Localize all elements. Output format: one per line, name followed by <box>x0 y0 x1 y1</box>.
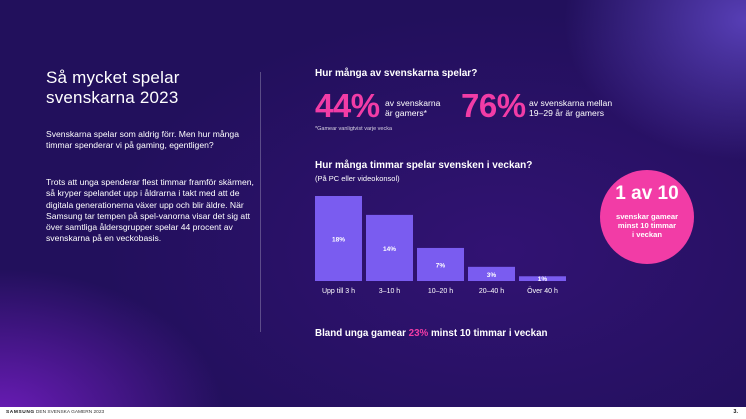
vertical-divider <box>260 72 261 332</box>
bar-value-label-3: 7% <box>436 262 446 269</box>
stat1-desc-line2: är gamers* <box>385 108 428 118</box>
category-label-5: Över 40 h <box>527 287 558 295</box>
badge-line3: i veckan <box>632 230 662 239</box>
page-title: Så mycket spelar svenskarna 2023 <box>46 68 180 107</box>
body-text: Trots att unga spenderar flest timmar fr… <box>46 177 254 244</box>
bottom-statement: Bland unga gamear 23% minst 10 timmar i … <box>315 328 548 339</box>
bar-value-label-1: 18% <box>332 237 345 244</box>
hours-subquestion: (På PC eller videokonsol) <box>315 174 400 183</box>
bar-value-label-4: 3% <box>487 272 497 279</box>
stat2-desc-line1: av svenskarna mellan <box>529 98 613 108</box>
badge-headline: 1 av 10 <box>615 183 679 204</box>
intro-text: Svenskarna spelar som aldrig förr. Men h… <box>46 129 239 151</box>
footer-document-title: · DEN SVENSKA GAMERN 2023 <box>33 410 105 415</box>
stat1-desc-line1: av svenskarna <box>385 98 441 108</box>
one-in-ten-badge: 1 av 10 svenskar gamear minst 10 timmar … <box>600 170 694 264</box>
footer-brand-logo: SAMSUNG <box>6 410 35 415</box>
footer-bar <box>0 407 746 419</box>
bottom-statement-after: minst 10 timmar i veckan <box>428 328 548 339</box>
hours-bar-chart: 18% Upp till 3 h 14% 3–10 h 7% 10–20 h 3% 20–40… <box>315 196 566 295</box>
stat1-description: av svenskarna är gamers* <box>385 98 440 118</box>
badge-line1: svenskar gamear <box>615 212 679 221</box>
bar-1 <box>315 196 362 281</box>
bar-5 <box>519 276 566 281</box>
stat2-value: 76% <box>461 87 526 124</box>
bottom-statement-before: Bland unga gamear <box>315 328 409 339</box>
stat2-desc-line2: 19–29 år är gamers <box>529 108 604 118</box>
stats-question: Hur många av svenskarna spelar? <box>315 68 478 79</box>
category-label-3: 10–20 h <box>428 288 453 295</box>
hours-question: Hur många timmar spelar svensken i vecka… <box>315 160 533 171</box>
bar-value-label-2: 14% <box>383 246 396 253</box>
bottom-statement-highlight: 23% <box>408 328 429 339</box>
bar-value-label-5: 1% <box>538 276 548 283</box>
footer-page-number: 3. <box>733 409 738 415</box>
badge-caption: svenskar gamear minst 10 timmar i veckan <box>610 212 684 239</box>
bar-4 <box>468 266 515 281</box>
category-label-2: 3–10 h <box>379 288 401 295</box>
stat1-value: 44% <box>315 87 380 124</box>
badge-line2: minst 10 timmar <box>617 221 677 230</box>
bar-3 <box>417 247 464 281</box>
stat2-description: av svenskarna mellan 19–29 år är gamers <box>529 98 612 118</box>
category-label-4: 20–40 h <box>479 288 504 295</box>
category-label-1: Upp till 3 h <box>322 288 355 295</box>
footnote: *Gamear vanligtvist varje vecka <box>315 126 393 132</box>
bar-2 <box>366 214 413 281</box>
